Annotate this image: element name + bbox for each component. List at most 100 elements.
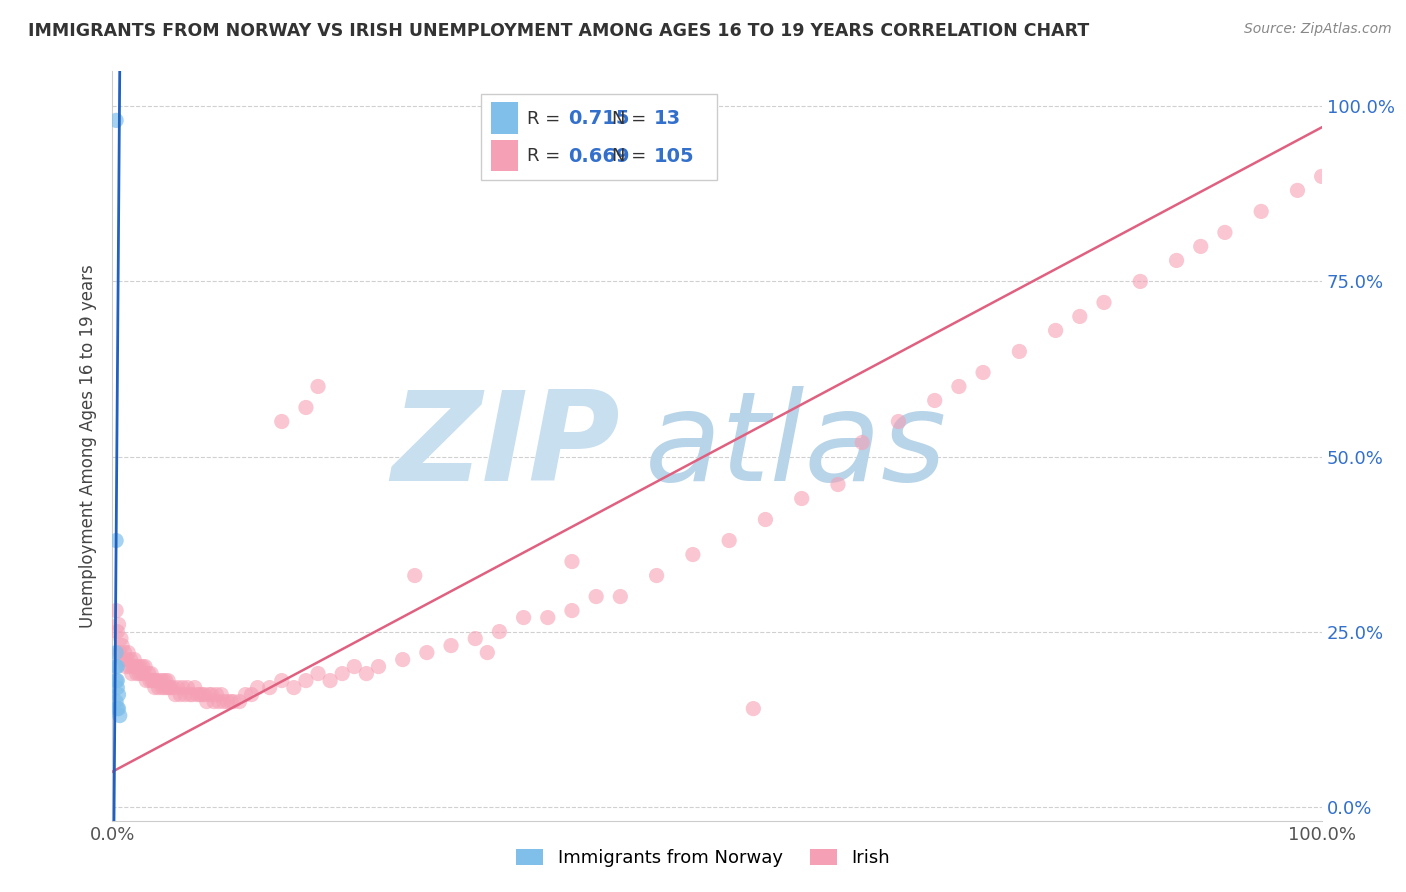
Point [122,652,145,666]
Y-axis label: Unemployment Among Ages 16 to 19 years: Unemployment Among Ages 16 to 19 years [79,264,97,628]
Point [141,673,163,688]
Point [131,666,153,681]
Point [105,681,128,695]
Point [114,659,136,673]
Point [108,708,131,723]
Point [295,401,318,415]
Point [240,688,263,702]
Point [142,673,165,688]
Point [201,688,224,702]
Point [122,659,145,673]
Point [195,695,218,709]
Text: Source: ZipAtlas.com: Source: ZipAtlas.com [1244,22,1392,37]
Point [105,659,128,673]
Point [270,415,292,429]
Point [135,673,157,688]
Point [111,639,134,653]
Point [141,666,163,681]
Point [827,477,849,491]
Point [222,695,245,709]
Point [148,681,170,695]
Point [319,673,342,688]
Point [105,624,128,639]
Point [609,590,631,604]
Point [1286,183,1309,197]
Point [924,393,946,408]
Point [117,646,139,660]
Point [143,681,166,695]
Point [110,632,132,646]
Point [157,673,180,688]
Point [228,695,250,709]
Point [391,652,413,666]
Text: N =: N = [612,147,652,165]
Text: atlas: atlas [644,385,946,507]
FancyBboxPatch shape [491,139,517,171]
Point [1008,344,1031,359]
Point [166,681,188,695]
Point [205,688,228,702]
Point [246,681,269,695]
Point [128,666,150,681]
Point [198,688,221,702]
Point [682,548,704,562]
Point [343,659,366,673]
Point [105,646,128,660]
Point [1189,239,1212,253]
Point [157,681,180,695]
Point [132,666,155,681]
Point [105,673,128,688]
Point [1310,169,1333,184]
Point [155,673,177,688]
Point [105,603,128,617]
Point [105,695,128,709]
Point [307,379,329,393]
Point [1213,226,1236,240]
Point [112,652,135,666]
Text: 13: 13 [654,109,682,128]
Point [330,666,353,681]
Text: N =: N = [612,110,652,128]
Point [124,659,146,673]
Point [477,646,499,660]
Point [172,681,194,695]
Point [219,695,242,709]
Point [138,666,160,681]
Point [125,666,148,681]
Point [404,568,426,582]
FancyBboxPatch shape [491,102,517,134]
Legend: Immigrants from Norway, Irish: Immigrants from Norway, Irish [509,841,897,874]
Point [193,688,215,702]
Point [121,666,143,681]
Point [145,673,167,688]
Point [270,673,292,688]
Point [183,681,205,695]
Point [488,624,510,639]
Point [107,617,129,632]
Point [1129,275,1152,289]
Point [105,701,128,715]
Point [742,701,765,715]
Point [754,512,776,526]
Point [156,681,179,695]
Point [105,113,128,128]
Point [790,491,813,506]
Point [105,659,128,673]
Point [1166,253,1188,268]
Text: R =: R = [527,147,567,165]
Point [718,533,741,548]
Point [132,659,155,673]
Point [235,688,257,702]
Point [972,366,994,380]
Point [165,688,187,702]
Point [181,688,204,702]
Point [150,681,173,695]
Point [188,688,211,702]
Point [1092,295,1115,310]
FancyBboxPatch shape [481,94,717,180]
Point [107,701,129,715]
Point [416,646,439,660]
Point [1250,204,1272,219]
Text: 0.669: 0.669 [568,146,630,166]
Point [212,695,235,709]
